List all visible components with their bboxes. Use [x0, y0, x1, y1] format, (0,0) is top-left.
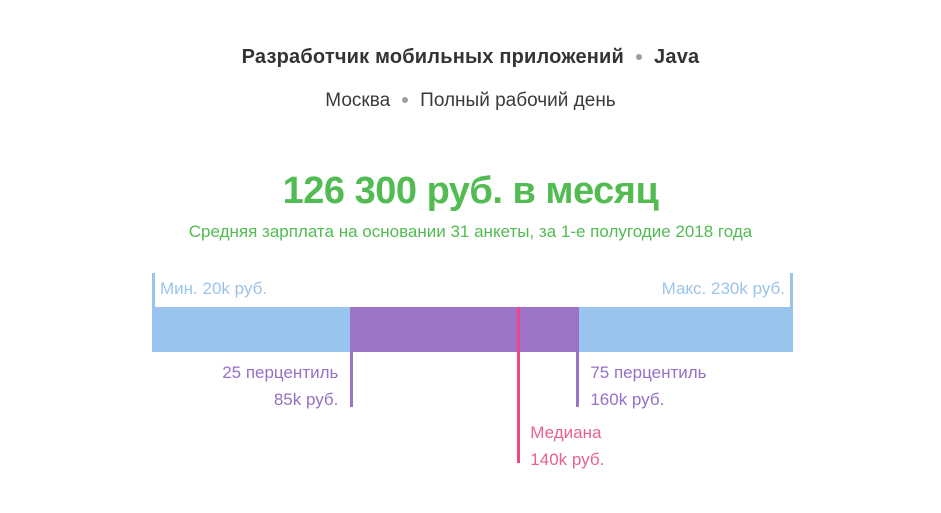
position-header: Разработчик мобильных приложений Java [0, 46, 941, 69]
average-salary-description: Средняя зарплата на основании 31 анкеты,… [188, 222, 753, 241]
dot-separator-icon [402, 96, 409, 103]
median-line [517, 307, 521, 463]
employment-label: Полный рабочий день [420, 90, 616, 111]
p25-tick [350, 352, 354, 407]
position-title: Разработчик мобильных приложений [241, 46, 625, 68]
p75-label: 75 перцентиль 160k руб. [590, 359, 706, 413]
salary-range-bar: Мин. 20k руб. Макс. 230k руб. 25 перцент… [152, 273, 793, 469]
p25-label: 25 перцентиль 85k руб. [152, 359, 338, 413]
p75-tick [576, 352, 580, 407]
dot-separator-icon [636, 53, 643, 60]
min-label: Мин. 20k руб. [160, 279, 268, 298]
median-label-value: 140k руб. [530, 450, 605, 469]
average-salary-headline: 126 300 руб. в месяц [282, 170, 659, 212]
min-tick [152, 273, 155, 307]
city-label: Москва [325, 90, 391, 111]
median-label: Медиана 140k руб. [530, 419, 604, 473]
p75-label-name: 75 перцентиль [590, 363, 707, 382]
max-label: Макс. 230k руб. [661, 279, 785, 298]
p25-label-value: 85k руб. [273, 390, 339, 409]
p25-label-name: 25 перцентиль [222, 363, 339, 382]
median-label-name: Медиана [530, 423, 602, 442]
max-tick [790, 273, 793, 307]
technology-label: Java [654, 46, 700, 68]
iqr-segment [350, 307, 580, 352]
p75-label-value: 160k руб. [590, 390, 665, 409]
location-header: Москва Полный рабочий день [0, 90, 941, 112]
